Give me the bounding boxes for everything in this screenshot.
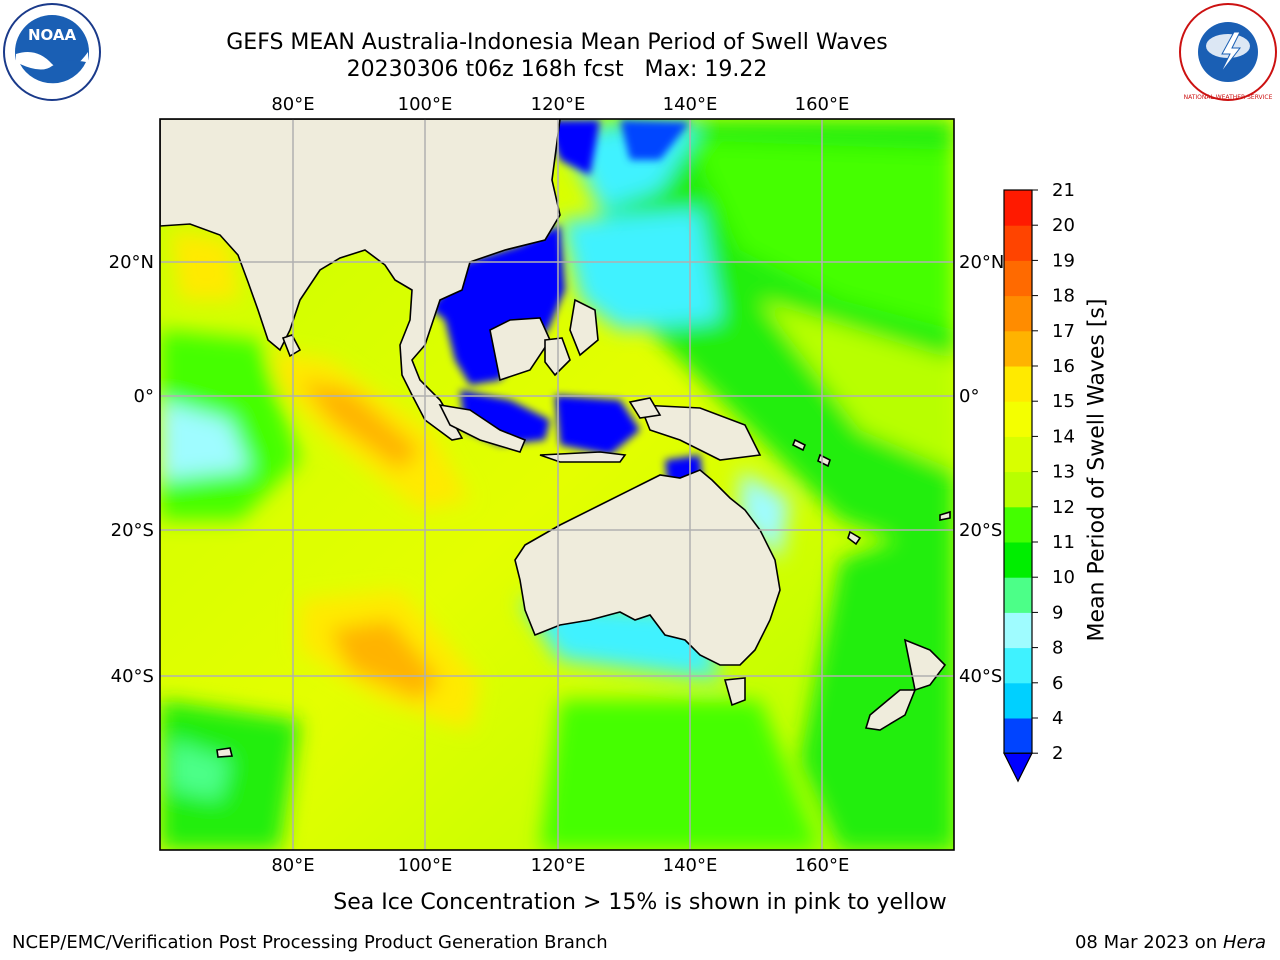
- colorbar-tick-label: 15: [1052, 391, 1075, 412]
- colorbar-swatch: [1004, 682, 1032, 719]
- lat-label-right: 20°S: [959, 520, 1002, 541]
- colorbar-tick-label: 8: [1052, 638, 1063, 659]
- colorbar-swatch: [1004, 330, 1032, 367]
- colorbar-swatch: [1004, 506, 1032, 543]
- colorbar-tick-label: 12: [1052, 497, 1075, 518]
- colorbar-title: Mean Period of Swell Waves [s]: [1084, 298, 1110, 642]
- lat-label-right: 40°S: [959, 666, 1002, 687]
- colorbar-tick-label: 21: [1052, 180, 1075, 201]
- colorbar-tick-label: 14: [1052, 426, 1075, 447]
- lat-label-right: 20°N: [959, 252, 1004, 273]
- lat-label-left: 40°S: [111, 666, 154, 687]
- colorbar-swatch: [1004, 366, 1032, 402]
- colorbar-tick-label: 16: [1052, 356, 1075, 377]
- colorbar-tick-label: 4: [1052, 708, 1063, 729]
- landmasses: [160, 119, 951, 758]
- colorbar-tick-label: 6: [1052, 673, 1063, 694]
- graticule: [160, 119, 954, 850]
- lon-label-top: 140°E: [663, 94, 718, 115]
- footer-credit: NCEP/EMC/Verification Post Processing Pr…: [12, 932, 608, 953]
- colorbar-tick-label: 11: [1052, 532, 1075, 553]
- lon-label-top: 80°E: [271, 94, 314, 115]
- footer-date: 08 Mar 2023 on Hera: [1075, 932, 1266, 953]
- sea-ice-note: Sea Ice Concentration > 15% is shown in …: [333, 890, 947, 915]
- colorbar-swatch: [1004, 612, 1032, 649]
- lat-labels: 20°N 0° 20°S 40°S 20°N 0° 20°S 40°S: [109, 252, 1005, 687]
- colorbar-swatch: [1004, 471, 1032, 508]
- lon-label-bottom: 140°E: [663, 855, 718, 876]
- lon-label-bottom: 100°E: [398, 855, 453, 876]
- swell-field: [160, 119, 954, 850]
- colorbar-swatch: [1004, 436, 1032, 473]
- colorbar-tick-label: 9: [1052, 602, 1063, 623]
- lon-labels: 80°E 100°E 120°E 140°E 160°E 80°E 100°E …: [271, 94, 849, 876]
- colorbar-tick-label: 2: [1052, 743, 1063, 764]
- lon-label-bottom: 120°E: [531, 855, 586, 876]
- nws-logo: NATIONAL WEATHER SERVICE: [1179, 3, 1277, 101]
- lon-label-bottom: 160°E: [795, 855, 850, 876]
- colorbar-swatch: [1004, 401, 1032, 437]
- nws-logo-text: NATIONAL WEATHER SERVICE: [1184, 94, 1273, 101]
- lon-label-bottom: 80°E: [271, 855, 314, 876]
- lat-label-right: 0°: [959, 386, 979, 407]
- colorbar-tick-label: 17: [1052, 321, 1075, 342]
- colorbar-swatch: [1004, 260, 1032, 297]
- lat-label-left: 20°S: [111, 520, 154, 541]
- colorbar-tick-label: 13: [1052, 462, 1075, 483]
- lat-label-left: 0°: [134, 386, 154, 407]
- colorbar-swatch: [1004, 295, 1032, 332]
- colorbar-tick-label: 18: [1052, 286, 1075, 307]
- lat-label-left: 20°N: [109, 252, 154, 273]
- chart-subtitle: 20230306 t06z 168h fcst Max: 19.22: [346, 57, 768, 82]
- colorbar-swatch: [1004, 647, 1032, 684]
- footer-machine: Hera: [1222, 932, 1266, 953]
- colorbar-extend-arrow: [1003, 752, 1033, 783]
- colorbar-swatch: [1004, 718, 1032, 754]
- colorbar-tick-label: 19: [1052, 250, 1075, 271]
- colorbar-swatch: [1004, 577, 1032, 613]
- colorbar-tick-label: 10: [1052, 567, 1075, 588]
- lon-label-top: 100°E: [398, 94, 453, 115]
- footer-date-text: 08 Mar 2023 on: [1074, 932, 1223, 953]
- noaa-logo: NOAA: [3, 3, 101, 101]
- colorbar: 2 4 6 8 9 10 11 12 13 14 15 16 17 18 19 20 21: [1003, 180, 1075, 783]
- lon-label-top: 160°E: [795, 94, 850, 115]
- colorbar-swatch: [1004, 542, 1032, 578]
- map-frame: [159, 118, 955, 851]
- colorbar-swatch: [1004, 225, 1032, 261]
- colorbar-swatch: [1004, 190, 1032, 226]
- noaa-logo-text: NOAA: [28, 26, 77, 44]
- lon-label-top: 120°E: [531, 94, 586, 115]
- chart-title: GEFS MEAN Australia-Indonesia Mean Perio…: [226, 30, 888, 55]
- colorbar-tick-label: 20: [1052, 215, 1075, 236]
